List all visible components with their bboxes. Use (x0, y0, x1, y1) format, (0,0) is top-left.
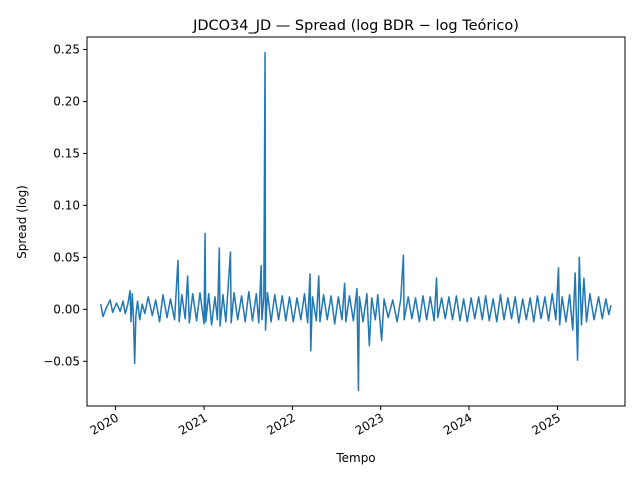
plot-frame (86, 36, 626, 407)
x-axis-title: Tempo (335, 451, 375, 465)
y-tick-label: 0.00 (53, 302, 80, 316)
y-tick-label: 0.05 (53, 250, 80, 264)
plot-area (100, 51, 612, 392)
y-tick-label: −0.05 (43, 354, 80, 368)
y-axis-title: Spread (log) (15, 185, 29, 259)
chart-title: JDCO34_JD — Spread (log BDR − log Teóric… (192, 18, 519, 34)
series-line-0 (100, 51, 612, 392)
y-tick-label: 0.10 (53, 198, 80, 212)
y-tick-label: 0.20 (53, 94, 80, 108)
y-tick-label: 0.15 (53, 146, 80, 160)
y-axis: −0.05 0.00 0.05 0.10 0.15 0.20 0.25 (43, 42, 87, 368)
y-tick-label: 0.25 (53, 42, 80, 56)
